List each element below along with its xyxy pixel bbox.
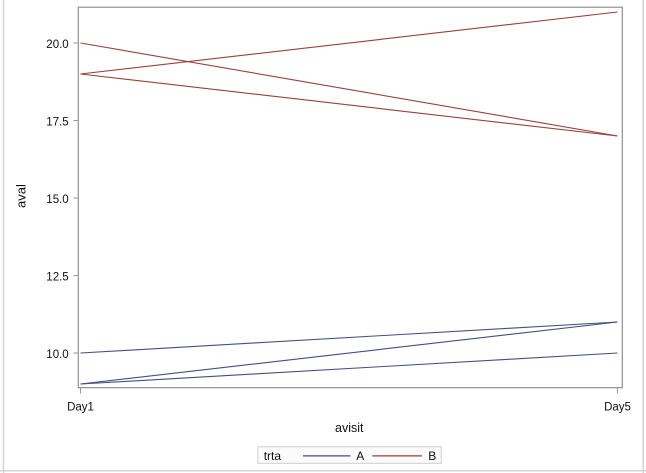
svg-text:trta: trta — [264, 449, 282, 463]
svg-text:A: A — [356, 449, 364, 463]
svg-text:Day1: Day1 — [67, 402, 94, 414]
svg-text:aval: aval — [14, 184, 29, 208]
svg-text:12.5: 12.5 — [46, 272, 68, 284]
svg-text:B: B — [428, 449, 436, 463]
svg-text:17.5: 17.5 — [46, 117, 68, 129]
svg-text:avisit: avisit — [335, 421, 364, 435]
svg-text:15.0: 15.0 — [46, 194, 68, 206]
svg-text:Day5: Day5 — [604, 402, 631, 414]
svg-text:10.0: 10.0 — [46, 349, 68, 361]
svg-text:20.0: 20.0 — [46, 39, 68, 51]
